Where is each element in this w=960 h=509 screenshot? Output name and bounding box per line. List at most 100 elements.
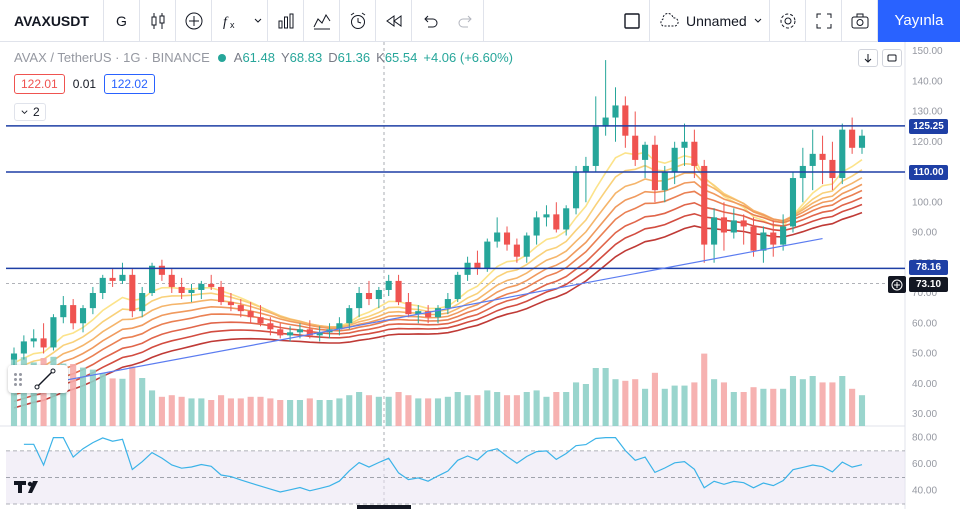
candle-body [89, 293, 96, 309]
candle-body [661, 172, 668, 191]
volume-bar [819, 382, 826, 426]
price-axis: 150.00140.00130.00120.00110.00100.0090.0… [357, 46, 943, 509]
undo-button[interactable] [412, 0, 448, 42]
candle-body [158, 265, 165, 275]
candle-body [484, 241, 491, 269]
candle-body [858, 135, 866, 148]
candle-body [809, 153, 816, 166]
candle-body [336, 323, 343, 330]
floating-drawing-toolbar[interactable] [8, 365, 68, 393]
publish-button[interactable]: Yayınla [878, 0, 960, 42]
volume-bar [415, 398, 422, 426]
trend-line-icon[interactable] [34, 368, 56, 390]
compare-button[interactable] [304, 0, 340, 42]
rsi-tick-label: 40.00 [912, 486, 937, 497]
pane-controls [858, 49, 902, 67]
add-indicator-button[interactable] [176, 0, 212, 42]
spread-value: 0.01 [72, 77, 97, 91]
ema-line [13, 151, 863, 364]
alert-button[interactable] [340, 0, 376, 42]
candle-body [503, 232, 511, 245]
candlesticks [10, 60, 866, 369]
volume-bar [277, 400, 284, 426]
gear-icon [780, 13, 795, 28]
candle-body [780, 226, 787, 245]
high-key: Y [281, 50, 290, 65]
bar-chart-icon [278, 13, 293, 28]
interval-button[interactable]: G [104, 0, 140, 42]
volume-bar [513, 395, 520, 426]
candle-body [227, 302, 234, 306]
fullscreen-button[interactable] [806, 0, 842, 42]
candle-body [553, 214, 560, 230]
candle-body [622, 105, 629, 136]
sell-price-button[interactable]: 122.01 [14, 74, 65, 94]
ema-line [13, 162, 863, 371]
ema-line [13, 189, 863, 390]
indicator-count: 2 [33, 105, 40, 119]
volume-bar [494, 392, 501, 426]
candle-body [681, 141, 688, 148]
volume-bar [789, 376, 797, 426]
volume-bar [109, 378, 116, 426]
buy-price-button[interactable]: 122.02 [104, 74, 155, 94]
legend-title: AVAX / TetherUS · 1G · BINANCE [14, 50, 210, 65]
candle-body [829, 159, 836, 179]
cloud-icon [660, 12, 679, 26]
volume-bar [799, 379, 806, 426]
low-value: 61.36 [337, 50, 371, 65]
volume-bar [139, 378, 146, 426]
maximize-pane-button[interactable] [882, 49, 902, 67]
volume-bar [356, 392, 363, 426]
chevron-down-icon [754, 18, 762, 23]
candle-body [198, 283, 205, 290]
replay-button[interactable] [376, 0, 412, 42]
volume-bar [287, 400, 294, 426]
indicators-toggle[interactable]: 2 [14, 103, 46, 121]
candle-body [425, 311, 432, 318]
tradingview-logo[interactable] [14, 478, 44, 496]
add-order-button[interactable] [888, 276, 906, 293]
candle-body [819, 153, 826, 160]
candle-body [849, 129, 856, 148]
move-pane-down-button[interactable] [858, 49, 878, 67]
volume-bar [237, 398, 244, 426]
drag-handle[interactable] [14, 372, 22, 386]
candle-body [612, 105, 619, 118]
volume-bar [218, 395, 225, 426]
financials-button[interactable] [268, 0, 304, 42]
price-tick-label: 40.00 [912, 379, 937, 390]
volume-bar [602, 368, 609, 426]
candle-body [60, 305, 67, 318]
chevron-down-icon [21, 109, 28, 114]
candle-body [572, 172, 580, 209]
volume-bar [523, 392, 530, 426]
volume-bar [434, 398, 442, 426]
snapshot-button[interactable] [842, 0, 878, 42]
indicators-dropdown[interactable] [248, 0, 268, 42]
redo-button[interactable] [448, 0, 484, 42]
maximize-icon [887, 54, 897, 62]
candle-body [247, 311, 254, 318]
volume-bar [316, 400, 323, 426]
volume-bar [346, 395, 353, 426]
layout-name-button[interactable]: Unnamed [650, 0, 770, 42]
volume-bar [30, 362, 37, 426]
rsi-tick-label: 60.00 [912, 459, 937, 470]
candle-style-button[interactable] [140, 0, 176, 42]
square-icon [623, 12, 640, 29]
svg-text:f: f [223, 15, 229, 30]
fullscreen-layout-button[interactable] [614, 0, 650, 42]
rsi-line [23, 437, 863, 493]
symbol-search-button[interactable]: AVAXUSDT [0, 0, 104, 42]
candle-body [79, 308, 87, 324]
candle-body [385, 280, 392, 290]
volume-bar [533, 390, 540, 426]
candle-body [139, 293, 146, 312]
low-key: D [328, 50, 338, 65]
volume-bar [405, 395, 412, 426]
settings-button[interactable] [770, 0, 806, 42]
